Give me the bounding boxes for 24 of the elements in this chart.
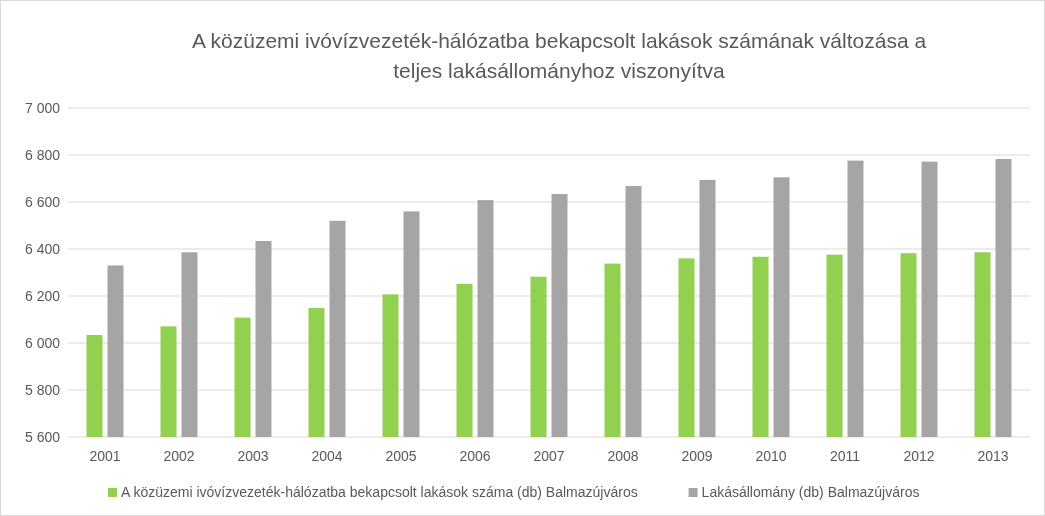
- x-tick-label: 2001: [89, 448, 121, 464]
- y-tick-label: 5 600: [24, 428, 61, 445]
- x-tick-label: 2008: [607, 448, 639, 464]
- y-tick-label: 6 800: [24, 146, 61, 163]
- x-tick-label: 2011: [829, 448, 861, 464]
- y-tick-label: 6 200: [24, 287, 61, 304]
- chart-title: A közüzemi ivóvízvezeték-hálózatba bekapcsolt lakások számának változása a teljes lakásállományhoz viszonyítva: [191, 29, 927, 82]
- x-tick-label: 2009: [681, 448, 713, 464]
- x-tick-label: 2006: [459, 448, 491, 464]
- x-tick-label: 2007: [533, 448, 565, 464]
- y-tick-label: 7 000: [24, 99, 61, 116]
- y-tick-label: 6 000: [24, 334, 61, 351]
- x-tick-label: 2010: [755, 448, 787, 464]
- x-tick-label: 2012: [903, 448, 935, 464]
- x-tick-label: 2002: [163, 448, 195, 464]
- y-tick-label: 5 800: [24, 381, 61, 398]
- x-tick-label: 2013: [977, 448, 1009, 464]
- legend-label: Lakásállomány (db) Balmazújváros: [701, 484, 920, 500]
- legend-label: A közüzemi ivóvízvezeték-hálózatba bekapcsolt lakások száma (db) Balmazújváros: [121, 484, 638, 500]
- x-tick-label: 2003: [237, 448, 269, 464]
- x-tick-label: 2004: [311, 448, 343, 464]
- x-tick-label: 2005: [385, 448, 417, 464]
- y-tick-label: 6 400: [24, 240, 61, 257]
- y-tick-label: 6 600: [24, 193, 61, 210]
